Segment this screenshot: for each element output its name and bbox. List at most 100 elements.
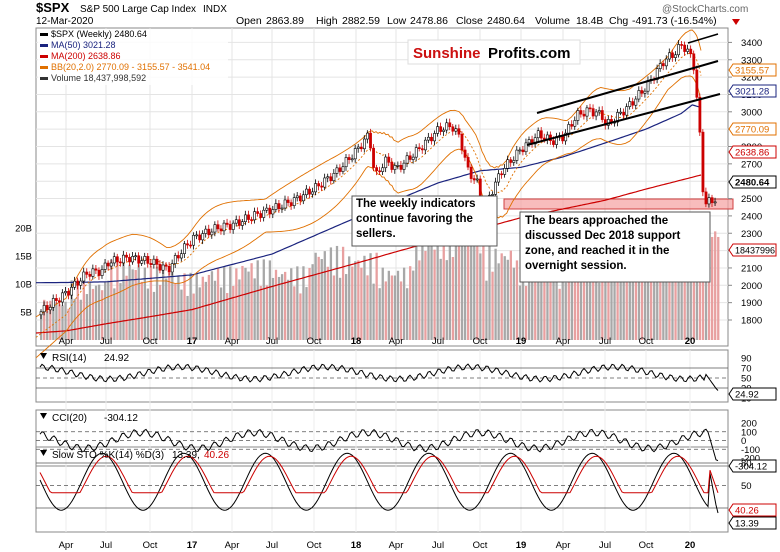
cci-tick-label: 0 bbox=[741, 436, 746, 447]
watermark: @StockCharts.com bbox=[662, 4, 748, 15]
ma200-line bbox=[35, 174, 702, 334]
volume-bar bbox=[451, 257, 455, 340]
volume-bar bbox=[155, 266, 159, 340]
x-tick-label: Apr bbox=[225, 540, 240, 551]
volume-bar bbox=[494, 248, 497, 340]
logo-part1: Sunshine bbox=[413, 45, 481, 62]
candle-body bbox=[460, 133, 464, 151]
volume-bar bbox=[235, 268, 238, 340]
candle-body bbox=[268, 207, 272, 215]
volume-bar bbox=[436, 237, 439, 340]
candle-body bbox=[176, 255, 180, 259]
y-tick-label: 3000 bbox=[741, 107, 762, 118]
x-tick-label-top: 18 bbox=[351, 336, 362, 347]
low-value: 2478.86 bbox=[410, 15, 448, 27]
rsi-tick-label: 90 bbox=[741, 354, 752, 365]
candle-body bbox=[655, 68, 659, 80]
candle-body bbox=[430, 136, 433, 142]
x-tick-label: Apr bbox=[556, 540, 571, 551]
volume-bar bbox=[637, 274, 641, 340]
volume-bar bbox=[149, 266, 153, 340]
candle-body bbox=[356, 146, 360, 149]
candle-body bbox=[186, 243, 189, 246]
candle-body bbox=[664, 58, 668, 67]
volume-bar bbox=[43, 299, 46, 340]
cci-tag-label: -304.12 bbox=[735, 462, 767, 473]
candle-body bbox=[591, 108, 595, 117]
candle-body bbox=[143, 256, 147, 261]
volume-bar bbox=[396, 270, 400, 340]
volume-bar bbox=[348, 256, 351, 340]
volume-bar bbox=[268, 260, 272, 340]
candle-body bbox=[420, 148, 424, 151]
volume-bar bbox=[390, 275, 394, 340]
volume-bar bbox=[311, 264, 314, 340]
volume-tick-label: 5B bbox=[20, 308, 32, 319]
candle-body bbox=[677, 44, 680, 56]
candle-body bbox=[457, 128, 461, 135]
volume-bar bbox=[274, 269, 278, 340]
bb-middle-line bbox=[35, 52, 702, 338]
candle-body bbox=[292, 197, 296, 206]
candle-body bbox=[39, 311, 43, 316]
volume-bar bbox=[128, 264, 131, 340]
candle-body bbox=[631, 101, 635, 106]
volume-bar bbox=[341, 246, 345, 340]
candle-body bbox=[301, 194, 305, 202]
volume-bar bbox=[366, 275, 369, 340]
candle-body bbox=[472, 178, 476, 181]
volume-tag bbox=[728, 243, 777, 257]
volume-bar bbox=[168, 272, 171, 340]
volume-bar bbox=[512, 267, 516, 340]
candle-body bbox=[298, 195, 302, 202]
candle-body bbox=[323, 177, 327, 188]
candle-body bbox=[414, 147, 418, 158]
y-tick-label: 2000 bbox=[741, 281, 762, 292]
candle-body bbox=[582, 113, 586, 117]
candle-body bbox=[393, 165, 397, 170]
volume-bar bbox=[470, 227, 473, 340]
candle-body bbox=[161, 264, 165, 271]
volume-bar bbox=[354, 261, 357, 340]
volume-bar bbox=[134, 269, 137, 340]
candle-body bbox=[109, 262, 113, 267]
candle-body bbox=[576, 110, 580, 121]
legend-entry: Volume 18,437,998,592 bbox=[51, 73, 146, 83]
volume-bar bbox=[55, 302, 58, 340]
candle-body bbox=[207, 228, 211, 236]
y-tick-label: 2300 bbox=[741, 229, 762, 240]
volume-bar bbox=[680, 242, 683, 340]
volume-bar bbox=[549, 261, 552, 340]
x-tick-label: 20 bbox=[685, 540, 696, 551]
candle-body bbox=[521, 149, 525, 153]
price-tag-label: 2770.09 bbox=[735, 125, 769, 136]
volume-bar bbox=[387, 270, 390, 340]
candle-body bbox=[674, 54, 677, 58]
volume-bar bbox=[433, 249, 436, 340]
candle-body bbox=[588, 107, 592, 110]
close-value: 2480.64 bbox=[487, 15, 525, 27]
volume-bar bbox=[284, 271, 287, 340]
volume-bar bbox=[707, 231, 711, 340]
x-tick-label: 19 bbox=[516, 540, 527, 551]
candle-body bbox=[512, 160, 516, 163]
candle-body bbox=[265, 207, 269, 211]
x-tick-label-top: 20 bbox=[685, 336, 696, 347]
volume-bar bbox=[46, 310, 49, 340]
candle-body bbox=[42, 305, 46, 313]
candle-body bbox=[247, 214, 250, 220]
candle-body bbox=[402, 162, 406, 170]
high-value: 2882.59 bbox=[342, 15, 380, 27]
volume-bar bbox=[689, 228, 692, 340]
volume-tick-label: 15B bbox=[15, 252, 32, 263]
x-tick-label-top: Oct bbox=[143, 336, 158, 347]
candle-body bbox=[701, 131, 705, 193]
sto-k-tag bbox=[728, 516, 777, 530]
annotation-weekly: The weekly indicators continue favoring … bbox=[356, 198, 476, 240]
y-tick-label: 3300 bbox=[741, 55, 762, 66]
sto-d-line bbox=[39, 455, 719, 494]
x-tick-label-top: Apr bbox=[59, 336, 74, 347]
candle-body bbox=[518, 149, 522, 152]
candle-body bbox=[64, 291, 67, 294]
